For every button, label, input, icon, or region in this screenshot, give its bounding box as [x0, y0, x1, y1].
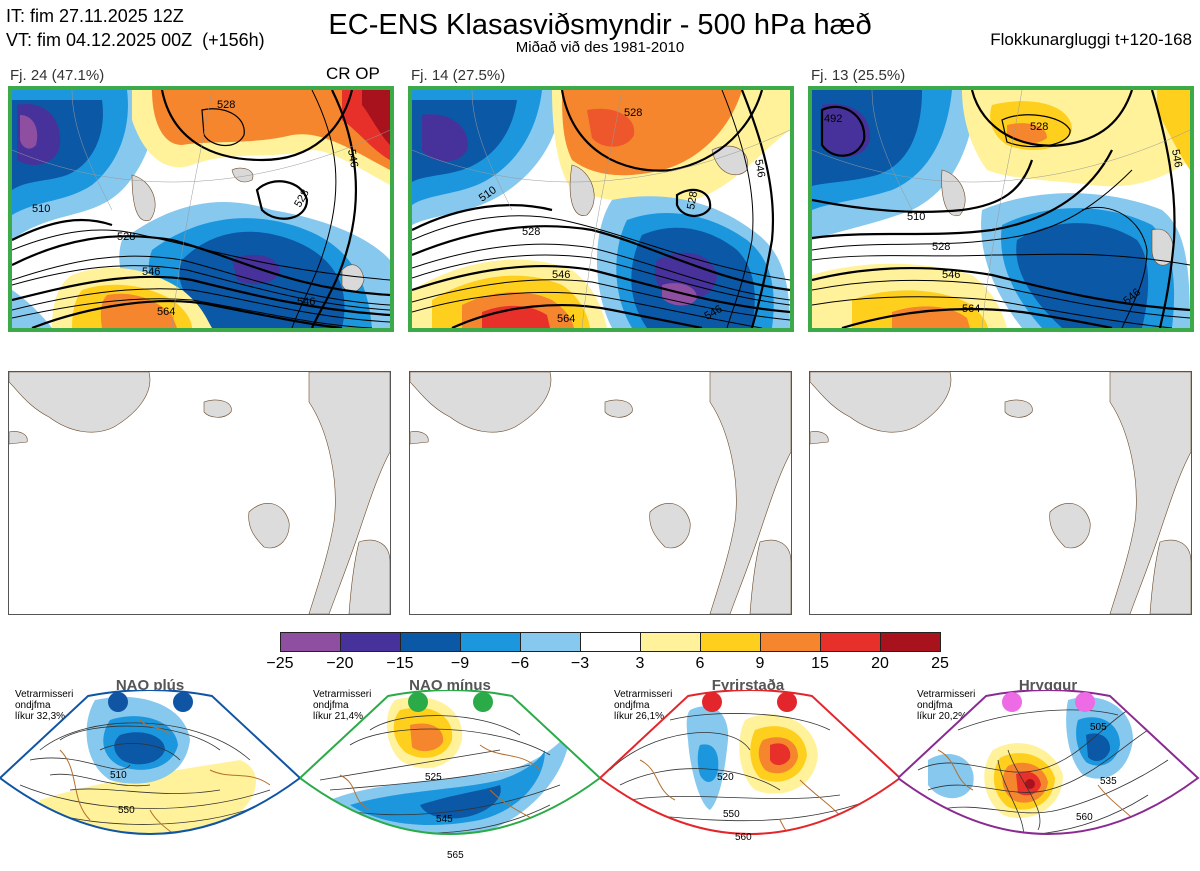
cluster-1-tag: CR OP — [326, 64, 380, 83]
cluster-2-label: Fj. 14 (27.5%) — [411, 67, 506, 84]
colorbar-tick: −15 — [386, 655, 414, 672]
colorbar-cell — [880, 632, 941, 652]
contour-label: 528 — [117, 231, 135, 243]
colorbar-cell — [700, 632, 761, 652]
colorbar-tick: 6 — [695, 655, 705, 672]
regime-3-note: Vetrarmisseri ondjfma líkur 26,1% — [614, 689, 673, 722]
colorbar-tick: −20 — [326, 655, 354, 672]
cluster-3-map: 492 510 528 546 564 528 546 546 — [808, 86, 1194, 332]
cluster-1-label: Fj. 24 (47.1%) — [10, 67, 105, 84]
contour-label: 546 — [297, 296, 315, 308]
empty-map-3 — [809, 371, 1192, 615]
colorbar-cell — [280, 632, 341, 652]
cluster-1-map: 510 528 546 564 528 546 546 528 — [8, 86, 394, 332]
colorbar-tick: −6 — [510, 655, 530, 672]
contour-label: 520 — [717, 772, 734, 783]
contour-label: 545 — [436, 814, 453, 825]
contour-label: 528 — [217, 99, 235, 111]
contour-label: 546 — [142, 266, 160, 278]
contour-label: 528 — [685, 190, 700, 210]
colorbar-cell — [760, 632, 821, 652]
contour-label: 546 — [345, 148, 360, 168]
contour-label: 564 — [557, 313, 575, 325]
regime-1-note: Vetrarmisseri ondjfma líkur 32,3% — [15, 689, 74, 722]
contour-label: 564 — [157, 306, 175, 318]
contour-label: 565 — [447, 850, 464, 861]
colorbar-cell — [520, 632, 581, 652]
colorbar-tick: −25 — [266, 655, 294, 672]
regime-2-note: Vetrarmisseri ondjfma líkur 21,4% — [313, 689, 372, 722]
contour-label: 528 — [522, 226, 540, 238]
contour-label: 550 — [118, 805, 135, 816]
colorbar-tick: −9 — [450, 655, 470, 672]
contour-label: 550 — [723, 809, 740, 820]
colorbar-cell — [640, 632, 701, 652]
regime-4-note: Vetrarmisseri ondjfma líkur 20,2% — [917, 689, 976, 722]
cluster-3-label: Fj. 13 (25.5%) — [811, 67, 906, 84]
contour-label: 510 — [110, 770, 127, 781]
colorbar-cell — [340, 632, 401, 652]
colorbar-cell — [400, 632, 461, 652]
regime-4-map: 505 535 560 — [898, 690, 1200, 835]
contour-label: 546 — [942, 269, 960, 281]
contour-label: 510 — [32, 203, 50, 215]
regime-1-map: 510 550 — [0, 690, 302, 835]
page-subtitle: Miðað við des 1981-2010 — [515, 39, 685, 56]
contour-label: 492 — [824, 113, 842, 125]
colorbar-cell — [820, 632, 881, 652]
regime-3-map: 520 550 560 — [600, 690, 902, 843]
contour-label: 546 — [1169, 148, 1184, 168]
empty-map-1 — [8, 371, 391, 615]
empty-map-2 — [409, 371, 792, 615]
contour-label: 528 — [932, 241, 950, 253]
classification-window: Flokkunargluggi t+120-168 — [990, 30, 1192, 49]
contour-label: 546 — [552, 269, 570, 281]
valid-time: VT: fim 04.12.2025 00Z (+156h) — [6, 30, 265, 50]
regime-2-map: 525 545 565 — [300, 690, 602, 861]
colorbar-tick: 15 — [811, 655, 829, 672]
contour-label: 560 — [735, 832, 752, 843]
page-title: EC-ENS Klasasviðsmyndir - 500 hPa hæð — [328, 9, 872, 41]
colorbar-cell — [460, 632, 521, 652]
colorbar-cell — [580, 632, 641, 652]
contour-label: 528 — [624, 107, 642, 119]
colorbar-tick: 3 — [635, 655, 645, 672]
contour-label: 564 — [962, 303, 980, 315]
contour-label: 528 — [1030, 121, 1048, 133]
contour-label: 560 — [1076, 812, 1093, 823]
colorbar-tick: 25 — [931, 655, 949, 672]
contour-label: 535 — [1100, 776, 1117, 787]
contour-label: 505 — [1090, 722, 1107, 733]
colorbar-tick: −3 — [570, 655, 590, 672]
contour-label: 546 — [752, 158, 767, 178]
contour-label: 510 — [907, 211, 925, 223]
colorbar-tick: 20 — [871, 655, 889, 672]
colorbar-tick: 9 — [755, 655, 765, 672]
cluster-2-map: 510 528 546 564 528 546 528 546 — [408, 86, 794, 332]
issue-time: IT: fim 27.11.2025 12Z — [6, 6, 184, 26]
contour-label: 525 — [425, 772, 442, 783]
